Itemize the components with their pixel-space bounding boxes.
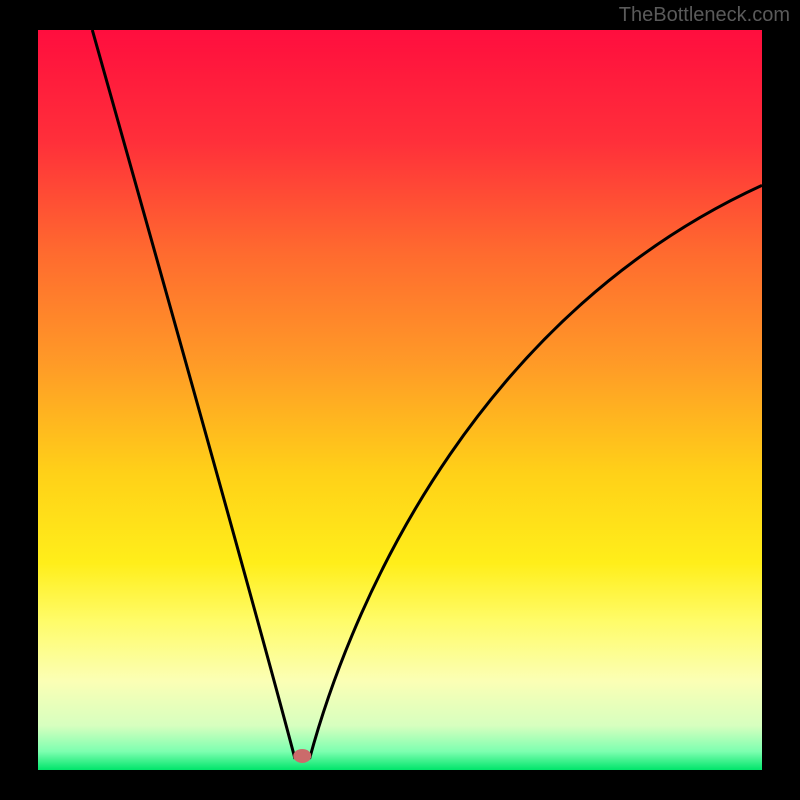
bottleneck-curve-left	[92, 30, 295, 759]
plot-area	[38, 30, 762, 770]
optimal-point-marker	[293, 749, 311, 763]
bottleneck-curve-right	[310, 185, 763, 759]
watermark-text: TheBottleneck.com	[619, 4, 790, 27]
chart-container: TheBottleneck.com	[0, 0, 800, 800]
curve-layer	[38, 30, 762, 770]
